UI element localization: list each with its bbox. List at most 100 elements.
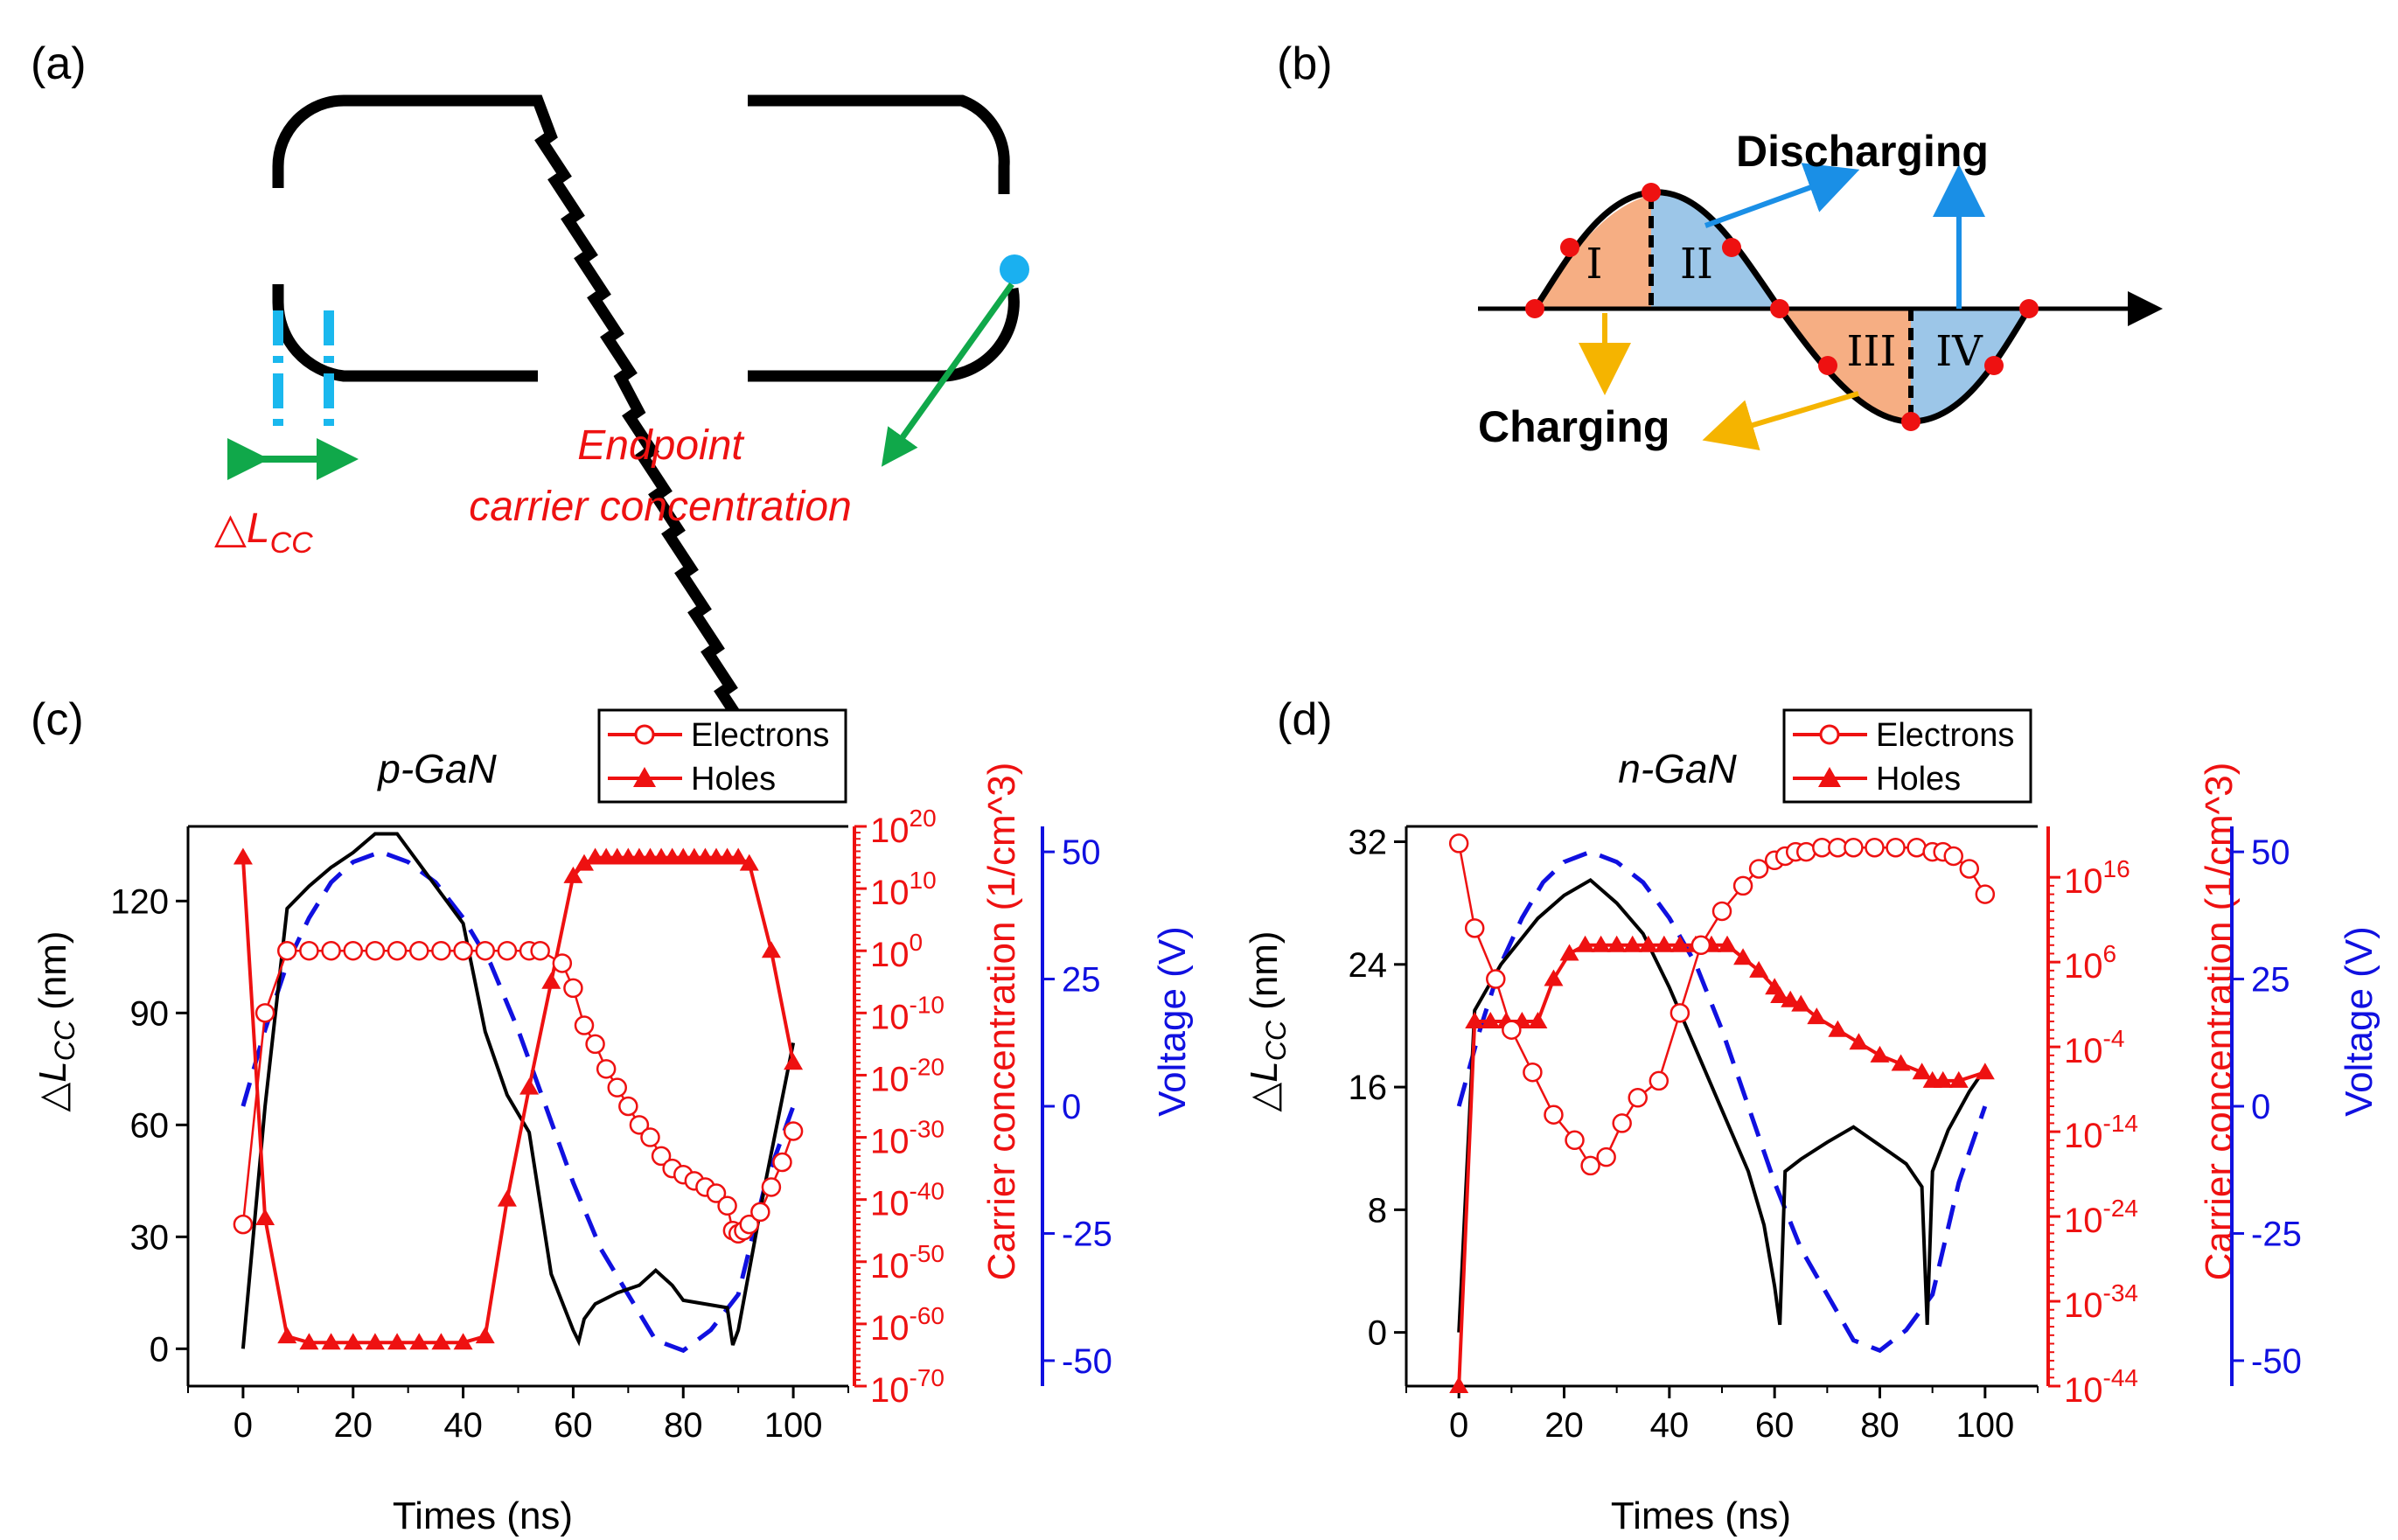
electrons-point <box>365 940 386 961</box>
electrons-point <box>629 1115 650 1135</box>
carrier-tick-label: 10-30 <box>870 1116 945 1161</box>
panel-b-label: (b) <box>1277 38 1333 89</box>
chart-c-legend: Electrons Holes <box>597 708 847 804</box>
y-tick-label: 0 <box>1368 1314 1387 1353</box>
electrons-point <box>585 1034 605 1055</box>
y-tick-label: 120 <box>110 882 169 921</box>
panel-c-label: (c) <box>31 694 84 745</box>
holes-point <box>1849 1033 1869 1050</box>
electrons-point <box>1796 841 1816 862</box>
y-tick-label: 60 <box>130 1106 170 1145</box>
legend-holes-marker <box>633 767 656 787</box>
electrons-point <box>343 940 363 961</box>
holes-point <box>1481 1012 1501 1029</box>
holes-point <box>1870 1045 1890 1063</box>
electrons-point <box>387 940 408 961</box>
holes-point <box>1607 935 1627 952</box>
y-tick-label: 90 <box>130 994 170 1033</box>
voltage-tick-label: -25 <box>1062 1215 1112 1253</box>
loop-diagonal-zigzags <box>538 101 748 376</box>
carrier-tick-label: 1020 <box>870 805 937 850</box>
holes-point <box>233 847 253 865</box>
electrons-point <box>299 940 319 961</box>
legend-electrons-marker <box>634 724 655 745</box>
voltage-tick-label: 25 <box>2251 961 2290 1000</box>
voltage-tick-label: 50 <box>1062 833 1101 872</box>
electrons-point <box>1612 1113 1632 1133</box>
carrier-tick-label: 10-60 <box>870 1302 945 1348</box>
holes-point <box>1975 1063 1995 1080</box>
holes-point <box>1718 935 1738 952</box>
holes-point <box>321 1333 341 1350</box>
x-tick-label: 0 <box>234 1406 253 1445</box>
holes-point <box>1559 944 1579 961</box>
carrier-tick-label: 10-50 <box>870 1240 945 1286</box>
holes-point <box>475 1327 495 1344</box>
holes-point <box>453 1333 473 1350</box>
holes-point <box>299 1333 319 1350</box>
electrons-point <box>1975 884 1996 904</box>
y-tick-label: 16 <box>1349 1069 1388 1107</box>
electrons-line <box>1457 843 1986 1167</box>
loop-lower-right <box>748 287 1020 382</box>
electrons-point <box>1959 859 1980 879</box>
panel-a-label: (a) <box>31 38 87 89</box>
y-tick-label: 30 <box>130 1218 170 1257</box>
legend-electrons-marker <box>1819 724 1840 745</box>
electrons-point <box>618 1096 638 1117</box>
holes-point <box>387 1333 408 1350</box>
carrier-tick-label: 1010 <box>870 867 937 912</box>
legend-electrons-label: Electrons <box>1876 717 2014 754</box>
electrons-point <box>1596 1146 1616 1167</box>
electrons-point <box>1502 1020 1522 1040</box>
electrons-point <box>640 1127 660 1147</box>
x-tick-label: 60 <box>554 1406 593 1445</box>
panel-b: (b) I II III IV Discharging Charging <box>1277 38 2163 451</box>
chart-c-xlabel: Times (ns) <box>393 1495 573 1537</box>
voltage-tick-label: 50 <box>2251 833 2290 872</box>
holes-point <box>1465 1012 1485 1029</box>
electrons-point <box>1565 1130 1585 1151</box>
holes-point <box>1770 986 1790 1003</box>
region-III <box>1780 309 1911 422</box>
holes-point <box>1781 990 1801 1007</box>
electrons-point <box>1711 901 1732 922</box>
x-tick-label: 100 <box>1955 1406 2014 1445</box>
electrons-point <box>497 940 518 961</box>
voltage-tick-label: 25 <box>1062 961 1101 1000</box>
electrons-point <box>1464 918 1485 938</box>
chart-d-ylabel-carrier: Carrier concentration (1/cm^3) <box>2198 763 2241 1281</box>
electrons-point <box>1580 1155 1600 1176</box>
key-points <box>1525 183 2039 431</box>
x-tick-label: 80 <box>1860 1406 1900 1445</box>
holes-point <box>431 1333 451 1350</box>
holes-point <box>1807 1007 1827 1025</box>
delta-lcc-label: △LCC <box>214 505 313 560</box>
electrons-point <box>596 1059 617 1079</box>
charge-arrow-2 <box>1702 391 1859 450</box>
chart-d-ylabel-voltage: Voltage (V) <box>2338 926 2381 1117</box>
chart-c-ylabel-left: △LCC (nm) <box>31 930 80 1111</box>
x-tick-label: 20 <box>334 1406 373 1445</box>
endpoint-arrow <box>881 282 1014 467</box>
electrons-point <box>563 978 583 999</box>
holes-point <box>365 1333 385 1350</box>
voltage-tick-label: -25 <box>2251 1215 2302 1253</box>
holes-point <box>343 1333 363 1350</box>
loop-lower-left <box>272 284 538 382</box>
electrons-point <box>552 953 573 973</box>
holes-point <box>1828 1020 1848 1037</box>
electrons-point <box>750 1202 770 1223</box>
chart-d-xlabel: Times (ns) <box>1611 1495 1791 1537</box>
electrons-point <box>1486 969 1506 989</box>
electrons-point <box>706 1183 727 1203</box>
x-tick-label: 100 <box>764 1406 823 1445</box>
panel-d-label: (d) <box>1277 694 1333 745</box>
region-III-label: III <box>1847 327 1897 376</box>
voltage-line <box>1456 849 1988 1354</box>
holes-point <box>541 972 561 989</box>
holes-point <box>728 847 749 865</box>
holes-line <box>1457 943 1986 1387</box>
carrier-tick-label: 10-24 <box>2064 1195 2138 1240</box>
